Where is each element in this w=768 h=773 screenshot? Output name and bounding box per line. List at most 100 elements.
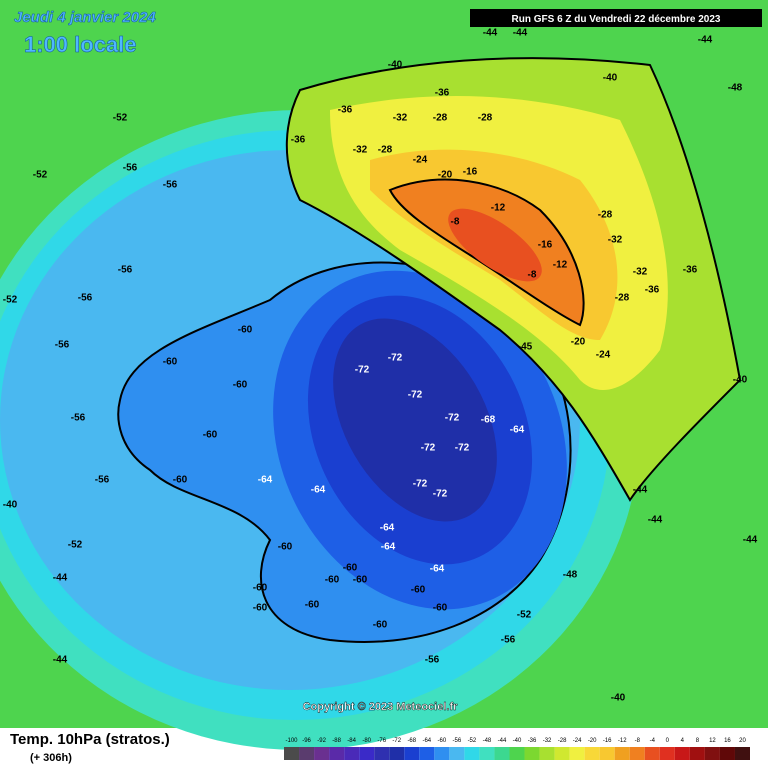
contour-label: -28 [378,145,393,156]
legend-swatch [584,747,600,760]
legend-swatch [569,747,585,760]
contour-label: -56 [71,413,86,424]
contour-label: -72 [433,489,448,500]
legend-swatch [329,747,345,760]
contour-label: -48 [728,83,743,94]
valid-time: 1:00 locale [24,32,137,57]
legend-swatch [449,747,465,760]
contour-label: -60 [233,380,248,391]
legend-tick-label: -44 [498,738,507,744]
zone-72 [333,318,497,522]
contour-label: -20 [438,170,453,181]
contour-label: -28 [598,210,613,221]
contour-label: -60 [238,325,253,336]
contour-label: -20 [571,337,586,348]
contour-label: -56 [95,475,110,486]
contour-label: -72 [388,353,403,364]
contour-label: -44 [648,515,663,526]
contour-label: -36 [291,135,306,146]
legend-swatch [704,747,720,760]
contour-label: -72 [445,413,460,424]
contour-label: -45 [518,342,533,353]
copyright: Copyright © 2023 Meteociel.fr [303,701,459,713]
legend-swatch [599,747,615,760]
legend-tick-label: -28 [558,738,567,744]
contour-label: -44 [53,573,68,584]
legend-tick-label: -12 [618,738,627,744]
contour-label: -60 [433,603,448,614]
footer-title: Temp. 10hPa (stratos.) [10,731,170,748]
contour-label: -60 [173,475,188,486]
contour-label: -72 [408,390,423,401]
legend-swatch [539,747,555,760]
contour-label: -32 [393,113,408,124]
contour-label: -32 [633,267,648,278]
contour-label: -64 [380,523,395,534]
legend-swatch [614,747,630,760]
contour-label: -40 [388,60,403,71]
legend-swatch [314,747,330,760]
contour-label: -44 [483,28,498,39]
contour-label: -60 [353,575,368,586]
legend-tick-label: -68 [407,738,416,744]
legend-tick-label: -84 [347,738,356,744]
legend-tick-label: -16 [603,738,612,744]
legend-tick-label: 8 [696,738,700,744]
legend-tick-label: -56 [453,738,462,744]
contour-label: -60 [253,583,268,594]
contour-label: -28 [478,113,493,124]
contour-label: -56 [123,163,138,174]
zone-8 [448,208,542,282]
legend-swatch [659,747,675,760]
contour-label: -56 [78,293,93,304]
legend-swatch [689,747,705,760]
legend-swatch [479,747,495,760]
contour-label: -60 [411,585,426,596]
contour-label: -56 [118,265,133,276]
contour-label: -56 [425,655,440,666]
legend-tick-label: -80 [362,738,371,744]
legend-swatch [524,747,540,760]
legend-swatch [719,747,735,760]
contour-label: -72 [455,443,470,454]
contour-label: -64 [311,485,326,496]
legend-swatch [629,747,645,760]
legend-tick-label: -48 [483,738,492,744]
contour-label: -56 [501,635,516,646]
legend-tick-label: -32 [543,738,552,744]
contour-label: -52 [3,295,18,306]
legend-tick-label: -96 [302,738,311,744]
contour-label: -72 [421,443,436,454]
legend-tick-label: -52 [468,738,477,744]
contour-label: -24 [413,155,428,166]
contour-label: -36 [435,88,450,99]
contour-label: -40 [611,693,626,704]
legend-swatch [464,747,480,760]
contour-label: -72 [355,365,370,376]
contour-label: -64 [510,425,525,436]
contour-label: -16 [463,167,478,178]
contour-label: -16 [538,240,553,251]
legend-tick-label: -40 [513,738,522,744]
contour-label: -60 [203,430,218,441]
legend-swatch [404,747,420,760]
contour-label: -52 [517,610,532,621]
legend-swatch [359,747,375,760]
contour-label: -44 [513,28,528,39]
contour-label: -68 [481,415,496,426]
contour-label: -56 [55,340,70,351]
legend-swatch [284,747,300,760]
contour-label: -60 [325,575,340,586]
contour-label: -60 [278,542,293,553]
contour-label: -64 [430,564,445,575]
contour-label: -32 [353,145,368,156]
contour-label: -32 [608,235,623,246]
contour-label: -64 [258,475,273,486]
legend-tick-label: -36 [528,738,537,744]
legend-swatch [734,747,750,760]
contour-label: -52 [33,170,48,181]
contour-label: -60 [373,620,388,631]
valid-date: Jeudi 4 janvier 2024 [14,9,156,26]
